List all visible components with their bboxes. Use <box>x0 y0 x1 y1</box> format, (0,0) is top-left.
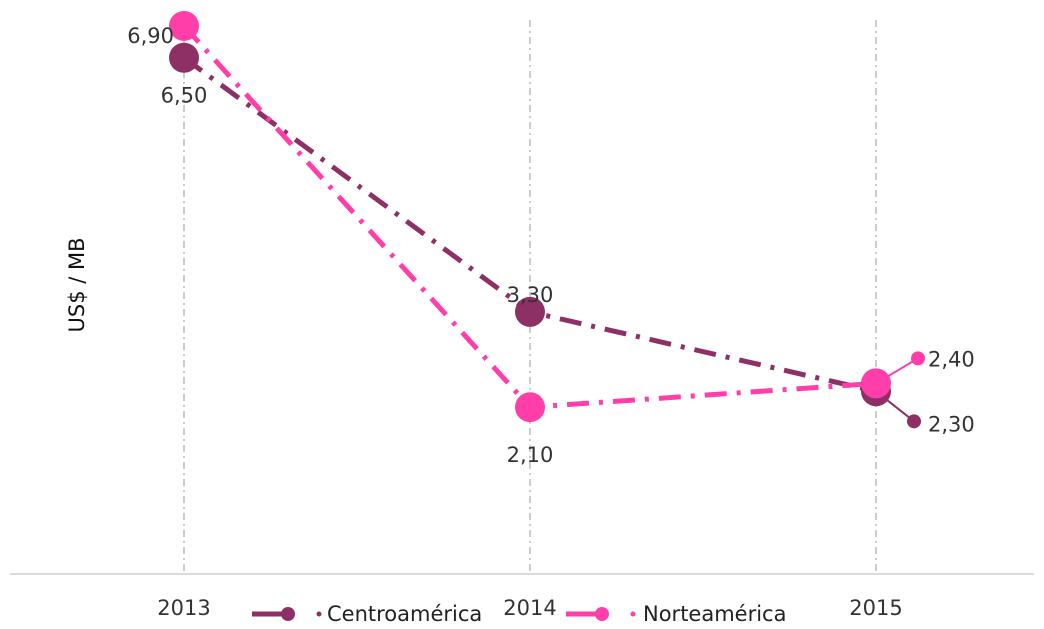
data-point <box>169 42 199 73</box>
x-tick-labels: 2013 2014 2015 <box>157 596 902 620</box>
data-label: 2,40 <box>928 347 975 371</box>
series-norteamérica: 6,90 2,10 2,40 <box>127 10 975 467</box>
legend: Centroamérica Norteamérica <box>252 602 786 626</box>
data-label: 3,30 <box>507 283 554 307</box>
x-tick-label: 2015 <box>849 596 902 620</box>
leader-dot <box>911 351 925 366</box>
data-point <box>861 368 891 399</box>
legend-label: Norteamérica <box>643 602 786 626</box>
data-point <box>169 10 199 41</box>
series-centroamérica: 6,50 3,30 2,30 <box>161 42 975 436</box>
legend-swatch-dot <box>281 607 295 621</box>
legend-swatch-dot-small <box>630 611 636 617</box>
leader-dot <box>907 414 921 429</box>
data-label: 2,30 <box>928 412 975 436</box>
legend-item-centroamérica: Centroamérica <box>252 602 482 626</box>
data-label: 6,90 <box>127 24 174 48</box>
legend-label: Centroamérica <box>327 602 482 626</box>
x-tick-label: 2013 <box>157 596 210 620</box>
y-axis-title: US$ / MB <box>65 237 89 332</box>
legend-swatch-dot-small <box>316 611 322 617</box>
series-lines: 6,50 3,30 2,30 6,90 2,10 2,40 <box>127 10 975 467</box>
legend-swatch-dot <box>595 607 609 621</box>
data-label: 6,50 <box>161 84 208 108</box>
x-tick-label: 2014 <box>503 596 556 620</box>
legend-item-norteamérica: Norteamérica <box>566 602 786 626</box>
data-point <box>515 392 545 423</box>
data-label: 2,10 <box>507 443 554 467</box>
data-point <box>515 296 545 327</box>
